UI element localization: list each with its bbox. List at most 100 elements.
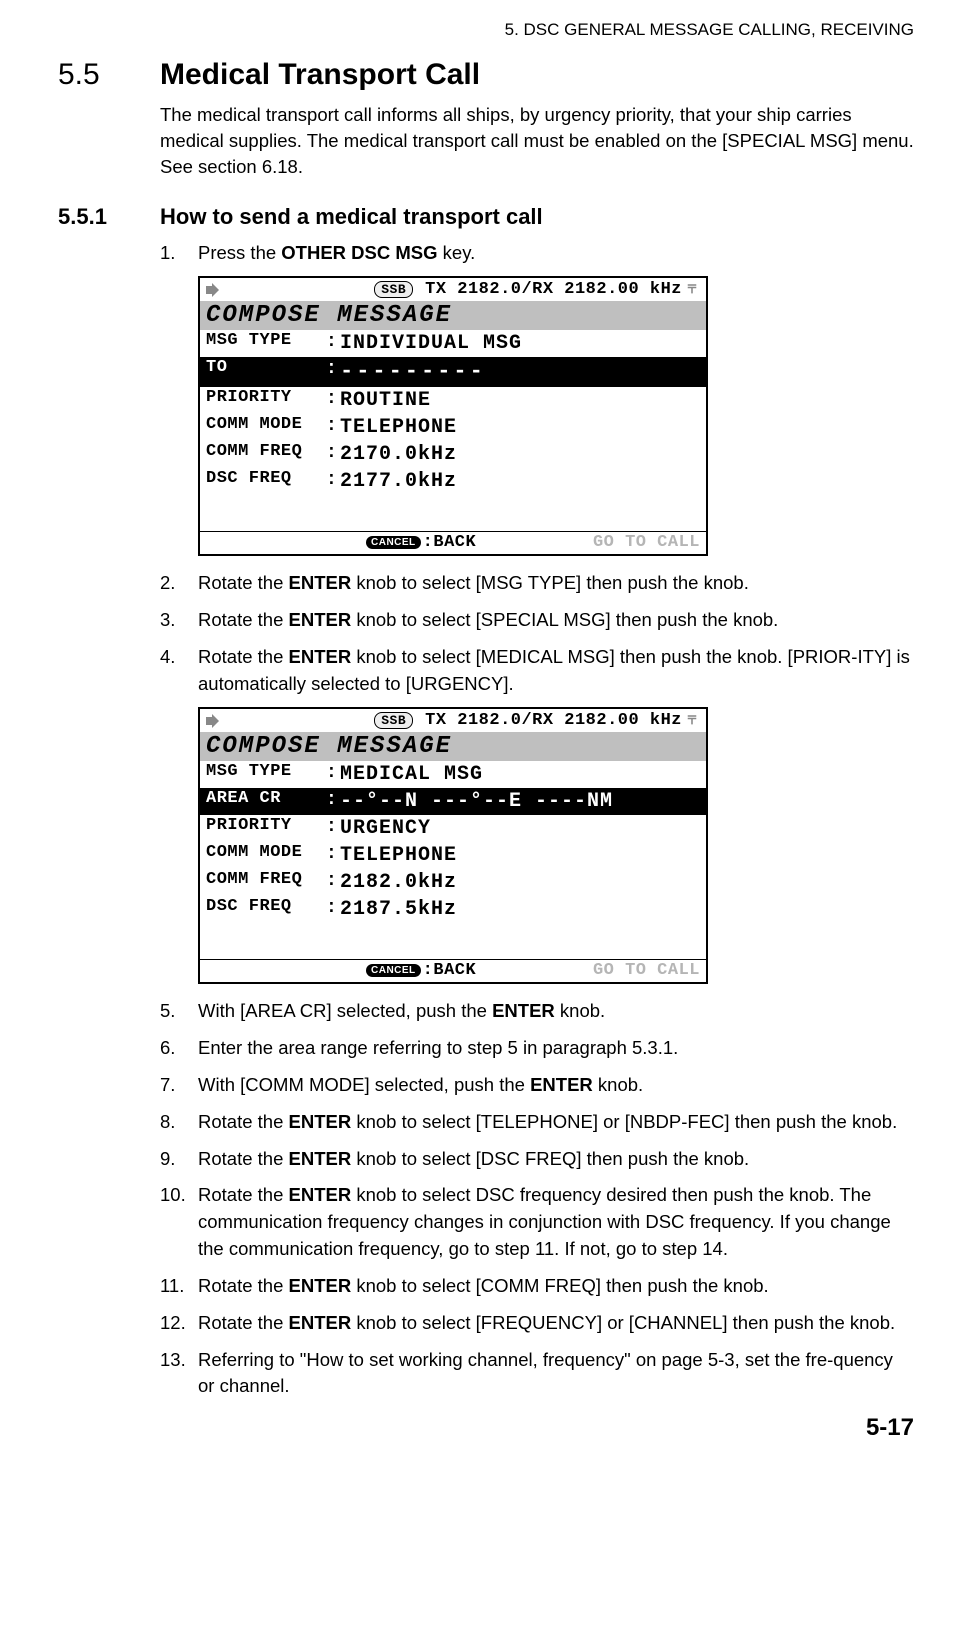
step-text: knob to select [COMM FREQ] then push the… (351, 1275, 768, 1296)
step-bold: ENTER (289, 609, 352, 630)
lcd-value: 2187.5kHz (340, 896, 700, 923)
speaker-icon (206, 283, 226, 297)
lcd-label: COMM MODE (206, 414, 326, 441)
step-text: Rotate the (198, 1312, 289, 1333)
lcd-row-priority: PRIORITY : URGENCY (200, 815, 706, 842)
step-13: 13. Referring to "How to set working cha… (160, 1347, 914, 1401)
section-intro: The medical transport call informs all s… (160, 102, 914, 180)
step-number: 6. (160, 1035, 198, 1062)
section-heading: 5.5 Medical Transport Call (58, 58, 914, 92)
step-bold: ENTER (530, 1074, 593, 1095)
lcd-footer: CANCEL :BACK GO TO CALL (200, 531, 706, 554)
go-to-call: GO TO CALL (593, 533, 700, 552)
lcd-value: ROUTINE (340, 387, 700, 414)
step-bold: ENTER (289, 1184, 352, 1205)
step-text: knob to select [DSC FREQ] then push the … (351, 1148, 749, 1169)
step-text: knob. (555, 1000, 605, 1021)
ssb-badge: SSB (374, 712, 413, 729)
step-number: 10. (160, 1182, 198, 1262)
step-number: 7. (160, 1072, 198, 1099)
step-5: 5. With [AREA CR] selected, push the ENT… (160, 998, 914, 1025)
section-title: Medical Transport Call (160, 58, 480, 92)
lcd-title: COMPOSE MESSAGE (200, 301, 706, 330)
subsection-number: 5.5.1 (58, 204, 160, 230)
lcd-value: 2182.0kHz (340, 869, 700, 896)
step-text: key. (438, 242, 476, 263)
lcd-label: TO (206, 357, 326, 387)
step-1: 1. Press the OTHER DSC MSG key. (160, 240, 914, 267)
step-2: 2. Rotate the ENTER knob to select [MSG … (160, 570, 914, 597)
lcd-row-priority: PRIORITY : ROUTINE (200, 387, 706, 414)
step-bold: ENTER (289, 1111, 352, 1132)
lcd-row-dsc-freq: DSC FREQ : 2177.0kHz (200, 468, 706, 495)
step-text: With [AREA CR] selected, push the (198, 1000, 492, 1021)
running-header: 5. DSC GENERAL MESSAGE CALLING, RECEIVIN… (58, 20, 914, 40)
antenna-icon (686, 714, 700, 728)
step-text: Enter the area range referring to step 5… (198, 1037, 678, 1058)
step-text: Rotate the (198, 1184, 289, 1205)
lcd-label: COMM MODE (206, 842, 326, 869)
ssb-badge: SSB (374, 281, 413, 298)
step-text: knob to select [SPECIAL MSG] then push t… (351, 609, 778, 630)
lcd-value: TELEPHONE (340, 842, 700, 869)
step-number: 13. (160, 1347, 198, 1401)
step-10: 10. Rotate the ENTER knob to select DSC … (160, 1182, 914, 1262)
lcd-label: AREA CR (206, 788, 326, 815)
step-4: 4. Rotate the ENTER knob to select [MEDI… (160, 644, 914, 698)
back-label: :BACK (423, 961, 477, 980)
back-label: :BACK (423, 533, 477, 552)
step-text: Press the (198, 242, 281, 263)
lcd-label: COMM FREQ (206, 441, 326, 468)
lcd-label: COMM FREQ (206, 869, 326, 896)
lcd-title: COMPOSE MESSAGE (200, 732, 706, 761)
lcd-value: 2170.0kHz (340, 441, 700, 468)
step-7: 7. With [COMM MODE] selected, push the E… (160, 1072, 914, 1099)
lcd-row-dsc-freq: DSC FREQ : 2187.5kHz (200, 896, 706, 923)
step-6: 6. Enter the area range referring to ste… (160, 1035, 914, 1062)
step-bold: ENTER (289, 1275, 352, 1296)
step-8: 8. Rotate the ENTER knob to select [TELE… (160, 1109, 914, 1136)
step-number: 8. (160, 1109, 198, 1136)
step-number: 1. (160, 240, 198, 267)
step-11: 11. Rotate the ENTER knob to select [COM… (160, 1273, 914, 1300)
lcd-row-comm-mode: COMM MODE : TELEPHONE (200, 414, 706, 441)
subsection-title: How to send a medical transport call (160, 204, 543, 230)
lcd-value: MEDICAL MSG (340, 761, 700, 788)
lcd-row-comm-freq: COMM FREQ : 2170.0kHz (200, 441, 706, 468)
lcd-value: 2177.0kHz (340, 468, 700, 495)
step-text: Rotate the (198, 646, 289, 667)
page-number: 5-17 (866, 1414, 914, 1442)
step-text: Rotate the (198, 1111, 289, 1132)
step-number: 2. (160, 570, 198, 597)
lcd-label: MSG TYPE (206, 761, 326, 788)
step-bold: OTHER DSC MSG (281, 242, 437, 263)
lcd-label: DSC FREQ (206, 468, 326, 495)
lcd-value: TELEPHONE (340, 414, 700, 441)
lcd-value: --°--N ---°--E ----NM (340, 788, 700, 815)
antenna-icon (686, 283, 700, 297)
cancel-badge: CANCEL (366, 964, 421, 977)
lcd-label: MSG TYPE (206, 330, 326, 357)
step-number: 12. (160, 1310, 198, 1337)
step-bold: ENTER (289, 572, 352, 593)
step-bold: ENTER (289, 1148, 352, 1169)
speaker-icon (206, 714, 226, 728)
section-number: 5.5 (58, 58, 160, 92)
lcd-label: PRIORITY (206, 387, 326, 414)
step-number: 11. (160, 1273, 198, 1300)
step-number: 9. (160, 1146, 198, 1173)
step-12: 12. Rotate the ENTER knob to select [FRE… (160, 1310, 914, 1337)
lcd-label: DSC FREQ (206, 896, 326, 923)
freq-header: TX 2182.0/RX 2182.00 kHz (425, 711, 682, 730)
lcd-screenshot-1: SSB TX 2182.0/RX 2182.00 kHz COMPOSE MES… (198, 276, 708, 556)
step-text: knob to select [MSG TYPE] then push the … (351, 572, 749, 593)
step-number: 4. (160, 644, 198, 698)
step-9: 9. Rotate the ENTER knob to select [DSC … (160, 1146, 914, 1173)
step-bold: ENTER (492, 1000, 555, 1021)
lcd-screenshot-2: SSB TX 2182.0/RX 2182.00 kHz COMPOSE MES… (198, 707, 708, 984)
lcd-footer: CANCEL :BACK GO TO CALL (200, 959, 706, 982)
step-text: knob. (593, 1074, 643, 1095)
go-to-call: GO TO CALL (593, 961, 700, 980)
step-text: knob to select [TELEPHONE] or [NBDP-FEC]… (351, 1111, 897, 1132)
step-number: 5. (160, 998, 198, 1025)
